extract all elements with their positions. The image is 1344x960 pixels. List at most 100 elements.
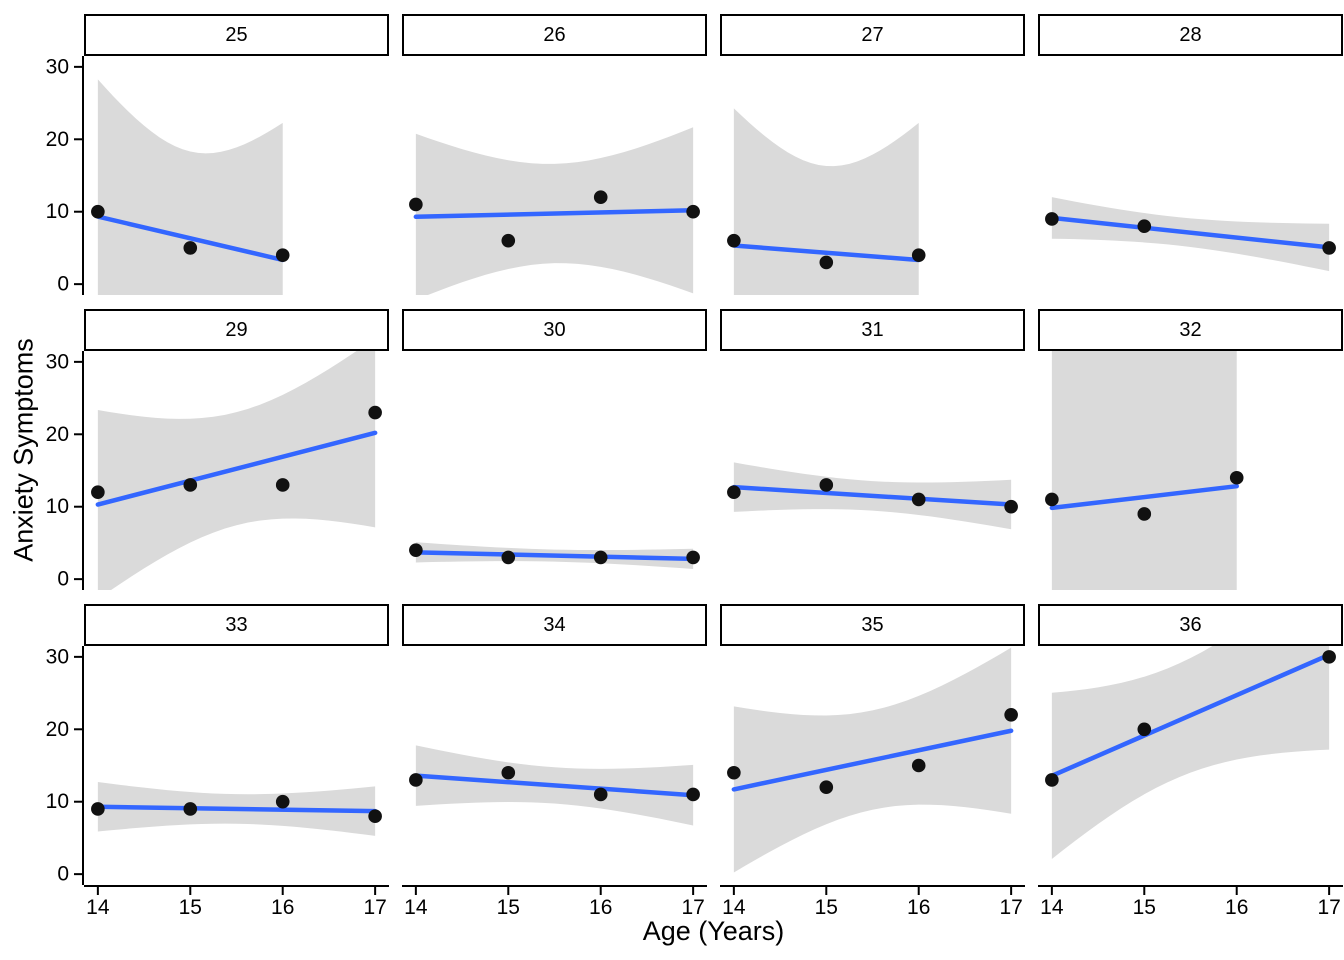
- regression-line: [95, 804, 378, 814]
- confidence-band: [97, 79, 283, 295]
- y-tick-label: 10: [46, 495, 69, 518]
- y-tick-label: 30: [46, 646, 69, 668]
- data-point: [911, 248, 926, 262]
- data-point: [911, 492, 926, 507]
- facet-cell-29: 29: [84, 309, 389, 590]
- regression-line: [731, 243, 921, 263]
- y-tick-label: 10: [46, 200, 69, 223]
- x-tick-label: 17: [681, 896, 704, 919]
- data-point: [501, 765, 516, 780]
- facet-panel-35: [720, 646, 1025, 885]
- data-point: [727, 485, 741, 500]
- x-tick-label: 16: [271, 896, 294, 919]
- data-point: [275, 794, 290, 809]
- facet-strip-label: 25: [84, 14, 389, 56]
- x-tick-label: 14: [1040, 896, 1064, 919]
- confidence-band: [415, 127, 694, 295]
- x-axis: 14 15 16 17: [720, 885, 1025, 919]
- facet-strip-label: 28: [1038, 14, 1343, 56]
- data-point: [91, 802, 105, 816]
- x-tick-label: 15: [497, 896, 520, 919]
- regression-line: [1049, 483, 1239, 511]
- y-tick-label: 0: [57, 863, 69, 885]
- facet-cell-27: 27: [720, 14, 1025, 295]
- x-tick-label: 14: [86, 896, 110, 919]
- y-tick-label: 10: [46, 790, 69, 813]
- facet-row: 0 10 20 30 25 26 27 28: [0, 14, 1343, 295]
- data-point: [501, 233, 516, 248]
- y-tick-label: 20: [46, 423, 69, 446]
- data-point: [1229, 470, 1244, 485]
- facet-cell-28: 28: [1038, 14, 1343, 295]
- facet-strip-label: 35: [720, 604, 1025, 646]
- facet-strip-label: 34: [402, 604, 707, 646]
- y-tick-label: 30: [46, 56, 69, 78]
- data-point: [275, 248, 290, 262]
- facet-cell-36: 36 14 15 16 17: [1038, 604, 1343, 921]
- y-axis-gutter: 0 10 20 30: [0, 309, 84, 590]
- facet-cell-30: 30: [402, 309, 707, 590]
- data-point: [1322, 650, 1336, 664]
- x-tick-label: 16: [1225, 896, 1248, 919]
- x-tick-label: 15: [179, 896, 202, 919]
- facet-panel-33: [84, 646, 389, 885]
- data-point: [727, 233, 741, 248]
- facet-panel-25: [84, 56, 389, 295]
- facet-panel-28: [1038, 56, 1343, 295]
- facet-strip-label: 29: [84, 309, 389, 351]
- facet-cell-26: 26: [402, 14, 707, 295]
- x-tick-label: 16: [589, 896, 612, 919]
- data-point: [183, 478, 198, 492]
- facet-panel-36: [1038, 646, 1343, 885]
- data-point: [686, 787, 700, 802]
- data-point: [1045, 773, 1059, 787]
- data-point: [1322, 241, 1336, 255]
- facet-strip-label: 33: [84, 604, 389, 646]
- data-point: [819, 255, 834, 270]
- data-point: [275, 478, 290, 492]
- facet-row: 0 10 20 30 33 14 15 16 17 34 14 15 16 17 35 14 15 16 17 36 1…: [0, 604, 1343, 921]
- data-point: [686, 550, 700, 565]
- x-tick-label: 17: [999, 896, 1022, 919]
- y-axis-gutter: 0 10 20 30: [0, 604, 84, 921]
- facet-cell-25: 25: [84, 14, 389, 295]
- confidence-band: [1051, 351, 1237, 590]
- facet-strip-label: 31: [720, 309, 1025, 351]
- data-point: [686, 204, 700, 219]
- regression-line: [95, 214, 285, 263]
- facet-strip-label: 26: [402, 14, 707, 56]
- facet-cell-33: 33 14 15 16 17: [84, 604, 389, 921]
- x-axis: 14 15 16 17: [1038, 885, 1343, 919]
- facet-grid: 0 10 20 30 25 26 27 28 0 10 20 30 29 30 31 32 0 10 20 30 33 1…: [0, 14, 1343, 921]
- facet-panel-27: [720, 56, 1025, 295]
- regression-line: [1049, 215, 1332, 250]
- x-axis-title: Age (Years): [642, 916, 785, 946]
- facet-panel-29: [84, 351, 389, 590]
- regression-line: [731, 484, 1014, 507]
- facet-cell-35: 35 14 15 16 17: [720, 604, 1025, 921]
- data-point: [1045, 212, 1059, 226]
- y-tick-label: 20: [46, 718, 69, 741]
- facet-panel-30: [402, 351, 707, 590]
- data-point: [727, 765, 741, 780]
- data-point: [183, 241, 198, 255]
- regression-line: [95, 430, 378, 507]
- y-axis: 0 10 20 30: [46, 646, 84, 885]
- x-tick-label: 14: [722, 896, 746, 919]
- x-tick-label: 15: [815, 896, 838, 919]
- data-point: [819, 780, 834, 795]
- facet-panel-34: [402, 646, 707, 885]
- x-tick-label: 16: [907, 896, 930, 919]
- data-point: [368, 809, 382, 823]
- confidence-band: [1051, 646, 1330, 859]
- x-tick-label: 17: [363, 896, 386, 919]
- y-axis: 0 10 20 30: [46, 351, 84, 590]
- data-point: [1137, 507, 1152, 521]
- y-tick-label: 20: [46, 128, 69, 151]
- regression-line: [413, 208, 696, 220]
- data-point: [593, 190, 608, 205]
- facet-cell-34: 34 14 15 16 17: [402, 604, 707, 921]
- data-point: [819, 478, 834, 492]
- facet-row: 0 10 20 30 29 30 31 32: [0, 309, 1343, 590]
- data-point: [1137, 722, 1152, 737]
